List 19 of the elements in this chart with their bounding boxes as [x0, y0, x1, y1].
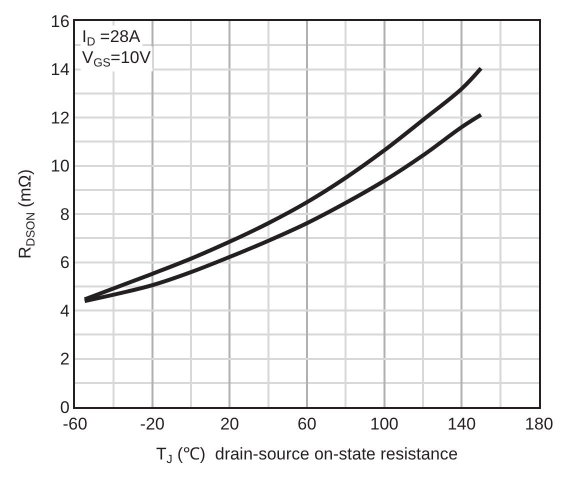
y-tick-label: 16 — [50, 12, 70, 31]
x-axis-title: T$_{J}$ (℃) drain-source on-state resistance — [156, 444, 458, 466]
y-tick-label: 12 — [50, 108, 70, 128]
x-tick-label: 140 — [447, 414, 476, 434]
x-tick-label: -20 — [140, 414, 165, 434]
y-tick-label: 8 — [60, 204, 70, 224]
x-tick-label: -60 — [62, 414, 88, 434]
y-tick-label: 0 — [60, 398, 70, 417]
y-tick-label: 14 — [50, 60, 70, 80]
annotation: I$_{D}$ =28A — [82, 27, 141, 49]
annotation: V$_{GS}$=10V — [82, 48, 152, 70]
y-tick-label: 4 — [60, 301, 70, 320]
x-tick-label: 180 — [524, 414, 554, 434]
x-tick-label: 100 — [370, 414, 399, 434]
x-tick-label: 60 — [298, 414, 316, 434]
x-tick-label: 20 — [220, 414, 240, 434]
y-tick-label: 10 — [50, 156, 70, 176]
y-tick-label: 2 — [60, 350, 70, 369]
y-tick-label: 6 — [60, 253, 70, 272]
